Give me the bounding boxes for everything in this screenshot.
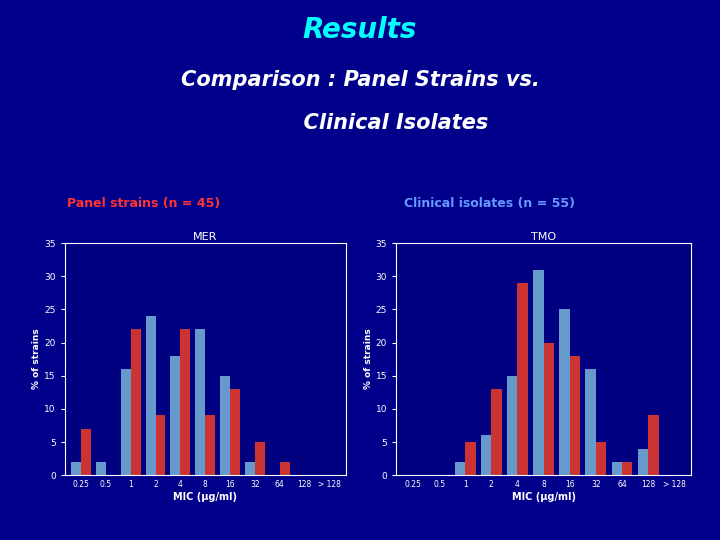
Bar [648,415,659,475]
Text: Results: Results [303,16,417,44]
Text: Comparison : Panel Strains vs.: Comparison : Panel Strains vs. [181,70,539,90]
Bar [156,415,166,475]
Bar [533,269,544,475]
Bar [220,376,230,475]
Title: TMO: TMO [531,232,556,242]
Bar [171,356,180,475]
Bar [96,462,106,475]
Bar [559,309,570,475]
Bar [638,449,648,475]
Bar [570,356,580,475]
Bar [465,442,476,475]
Bar [596,442,606,475]
Y-axis label: % of strains: % of strains [32,329,42,389]
Bar [180,329,190,475]
Bar [455,462,465,475]
Bar [205,415,215,475]
Text: Panel strains (n = 45): Panel strains (n = 45) [68,197,220,210]
Bar [518,283,528,475]
Bar [195,329,205,475]
Bar [585,369,596,475]
Bar [507,376,518,475]
Bar [81,429,91,475]
Bar [71,462,81,475]
Y-axis label: % of strains: % of strains [364,329,373,389]
Bar [255,442,265,475]
Bar [130,329,140,475]
Bar [230,389,240,475]
Bar [491,389,502,475]
Text: Clinical Isolates: Clinical Isolates [231,113,489,133]
Title: MER: MER [193,232,217,242]
X-axis label: MIC (μg/ml): MIC (μg/ml) [174,492,237,502]
X-axis label: MIC (μg/ml): MIC (μg/ml) [512,492,575,502]
Bar [481,435,491,475]
Bar [280,462,289,475]
Bar [622,462,632,475]
Text: Clinical isolates (n = 55): Clinical isolates (n = 55) [404,197,575,210]
Bar [245,462,255,475]
Bar [121,369,130,475]
Bar [145,316,156,475]
Bar [544,342,554,475]
Bar [611,462,622,475]
